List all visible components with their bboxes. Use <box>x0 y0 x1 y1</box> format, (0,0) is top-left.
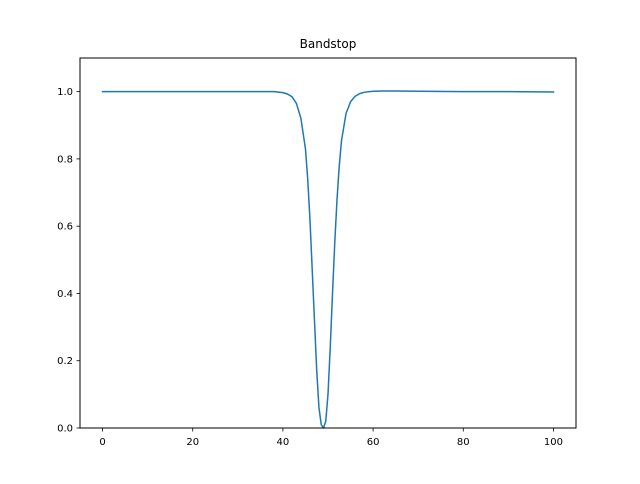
x-tick-label: 60 <box>367 437 380 448</box>
plot-area <box>101 90 555 429</box>
y-tick-label: 0.4 <box>57 289 73 300</box>
x-tick-label: 40 <box>277 437 290 448</box>
series-line-0 <box>101 90 555 429</box>
y-tick-label: 0.2 <box>57 356 73 367</box>
x-axis: 0 20 40 60 80 100 <box>99 428 563 448</box>
y-tick-label: 0.0 <box>57 424 73 435</box>
y-tick-label: 0.8 <box>57 154 73 165</box>
x-tick-label: 20 <box>186 437 199 448</box>
y-tick-label: 1.0 <box>57 87 73 98</box>
chart-title: Bandstop <box>300 37 357 51</box>
y-tick-label: 0.6 <box>57 222 73 233</box>
axes-frame <box>79 57 577 429</box>
x-tick-label: 100 <box>544 437 563 448</box>
x-tick-label: 80 <box>457 437 470 448</box>
y-axis: 0.0 0.2 0.4 0.6 0.8 1.0 <box>57 87 80 435</box>
x-tick-label: 0 <box>99 437 105 448</box>
